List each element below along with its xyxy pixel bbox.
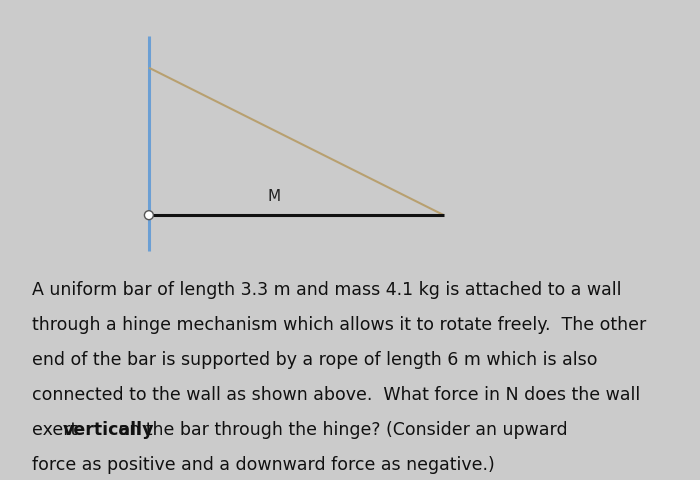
Text: end of the bar is supported by a rope of length 6 m which is also: end of the bar is supported by a rope of…	[32, 351, 597, 369]
Text: vertically: vertically	[62, 421, 154, 439]
Text: A uniform bar of length 3.3 m and mass 4.1 kg is attached to a wall: A uniform bar of length 3.3 m and mass 4…	[32, 281, 621, 299]
Text: exert: exert	[32, 421, 83, 439]
Text: M: M	[267, 190, 281, 204]
Text: on the bar through the hinge? (Consider an upward: on the bar through the hinge? (Consider …	[113, 421, 567, 439]
Circle shape	[144, 211, 153, 220]
Text: through a hinge mechanism which allows it to rotate freely.  The other: through a hinge mechanism which allows i…	[32, 316, 645, 334]
Text: force as positive and a downward force as negative.): force as positive and a downward force a…	[32, 456, 494, 474]
Text: connected to the wall as shown above.  What force in N does the wall: connected to the wall as shown above. Wh…	[32, 386, 640, 404]
